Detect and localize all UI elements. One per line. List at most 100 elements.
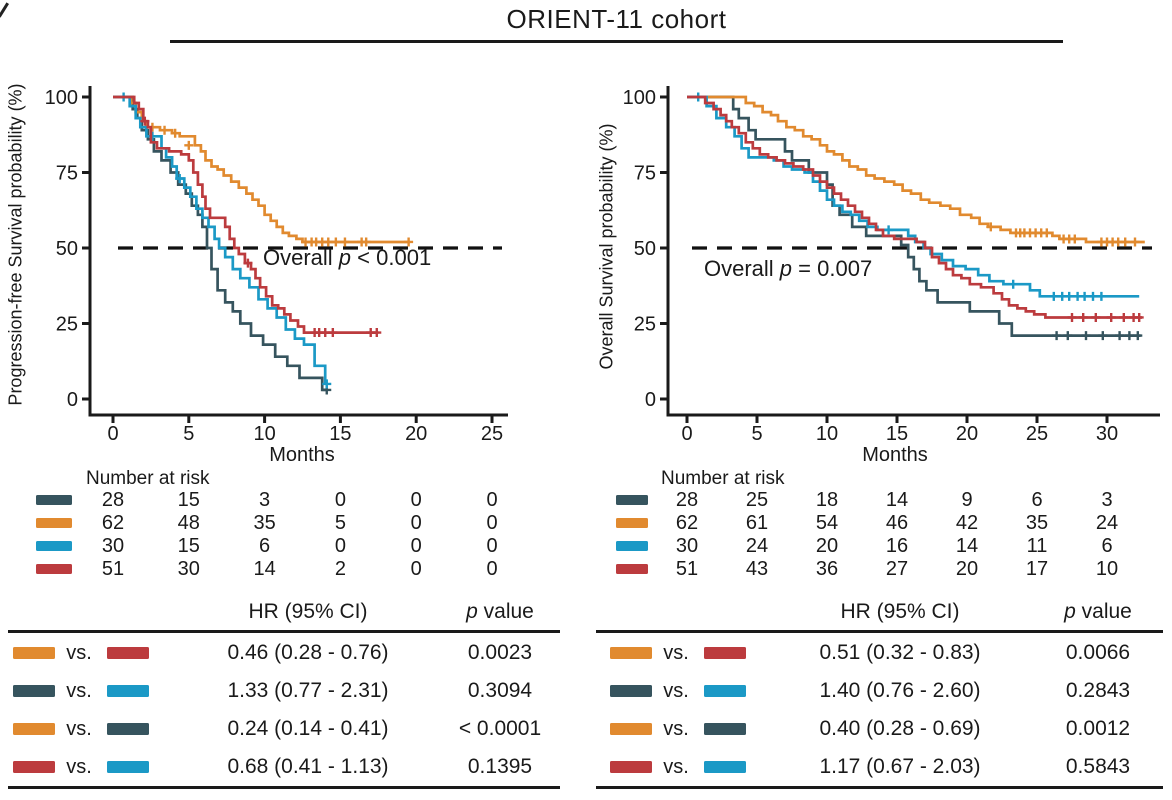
censor-mark-red [1091, 312, 1101, 322]
risk-count: 0 [410, 512, 422, 534]
hr-swatch-red [610, 761, 652, 773]
hr-swatch-red [704, 647, 746, 659]
censor-mark-teal [1124, 331, 1134, 341]
p-value: 0.0012 [1065, 717, 1131, 740]
risk-count: 28 [675, 489, 699, 511]
risk-count: 30 [101, 535, 125, 557]
risk-table-title: Number at risk [661, 468, 785, 489]
hr-swatch-orange [13, 723, 55, 735]
censor-mark-orange [404, 237, 414, 247]
risk-count: 0 [334, 489, 346, 511]
censor-mark-blue [1064, 291, 1074, 301]
risk-count: 24 [745, 535, 769, 557]
risk-count: 24 [1095, 512, 1119, 534]
p-value: < 0.0001 [458, 717, 542, 740]
p-value: 0.1395 [467, 755, 533, 778]
p-value: 0.2843 [1065, 679, 1131, 702]
risk-count: 30 [675, 535, 699, 557]
km-curve-teal [113, 95, 327, 392]
risk-count: 9 [961, 489, 973, 511]
censor-mark-orange [160, 125, 170, 135]
y-tick-label: 75 [634, 163, 656, 185]
censor-mark-teal [1133, 331, 1143, 341]
censor-mark-blue [1096, 291, 1106, 301]
risk-swatch-teal [616, 495, 648, 505]
risk-count: 20 [955, 558, 979, 580]
x-axis-label: Months [862, 444, 928, 466]
risk-count: 6 [1031, 489, 1043, 511]
y-tick-label: 25 [634, 314, 656, 336]
censor-mark-blue [1080, 291, 1090, 301]
hr-value: 0.40 (0.28 - 0.69) [819, 717, 981, 740]
km-curve-blue [113, 95, 327, 384]
risk-count: 51 [675, 558, 699, 580]
hr-value: 0.46 (0.28 - 0.76) [227, 641, 389, 664]
hr-swatch-teal [107, 723, 149, 735]
risk-count: 48 [177, 512, 200, 534]
risk-count: 0 [334, 535, 346, 557]
risk-count: 61 [745, 512, 769, 534]
censor-mark-teal [1063, 331, 1073, 341]
hr-swatch-orange [610, 647, 652, 659]
km-curve-blue [687, 95, 1140, 298]
censor-mark-blue [884, 225, 894, 235]
y-tick-label: 100 [623, 87, 656, 109]
censor-mark-teal [1098, 331, 1108, 341]
y-axis-label: Overall Survival probability (%) [596, 123, 617, 370]
y-tick-label: 100 [45, 87, 78, 109]
x-tick-label: 10 [816, 423, 838, 445]
hr-table-bottom-rule [8, 786, 560, 789]
y-tick-label: 0 [645, 389, 656, 411]
censor-mark-red [1106, 312, 1116, 322]
x-tick-label: 30 [1096, 423, 1118, 445]
hr-swatch-red [107, 647, 149, 659]
km-curve-red [687, 95, 1142, 319]
risk-count: 18 [815, 489, 839, 511]
risk-swatch-red [36, 564, 72, 574]
risk-count: 6 [1101, 535, 1113, 557]
risk-count: 16 [885, 535, 909, 557]
vs-label: vs. [66, 718, 92, 740]
p-value: 0.5843 [1065, 755, 1131, 778]
km-curve-orange [687, 95, 1145, 244]
risk-swatch-blue [36, 541, 72, 551]
x-tick-label: 0 [107, 423, 118, 445]
risk-count: 17 [1025, 558, 1049, 580]
x-tick-label: 20 [956, 423, 978, 445]
vs-label: vs. [663, 756, 689, 778]
risk-count: 62 [675, 512, 699, 534]
hr-header: HR (95% CI) [248, 600, 368, 623]
censor-mark-orange [340, 237, 350, 247]
risk-count: 51 [101, 558, 125, 580]
censor-mark-blue [322, 379, 332, 389]
risk-swatch-red [616, 564, 648, 574]
p-value-header: p value [466, 600, 534, 623]
risk-count: 35 [253, 512, 276, 534]
y-tick-label: 50 [634, 238, 656, 260]
censor-mark-blue [1049, 291, 1059, 301]
censor-mark-red [320, 328, 330, 338]
vs-label: vs. [66, 642, 92, 664]
y-tick-label: 50 [56, 238, 78, 260]
risk-count: 0 [486, 489, 498, 511]
risk-count: 5 [334, 512, 346, 534]
risk-count: 20 [815, 535, 839, 557]
vs-label: vs. [663, 718, 689, 740]
risk-count: 0 [410, 535, 422, 557]
figure-title: ORIENT-11 cohort [506, 4, 727, 34]
vs-label: vs. [663, 680, 689, 702]
risk-count: 30 [177, 558, 200, 580]
risk-count: 15 [177, 489, 200, 511]
censor-mark-orange [323, 237, 333, 247]
censor-mark-orange [184, 140, 194, 150]
risk-count: 11 [1026, 535, 1048, 557]
censor-mark-blue [1088, 291, 1098, 301]
hr-header: HR (95% CI) [840, 600, 960, 623]
risk-count: 2 [334, 558, 346, 580]
y-axis-label: Progression-free Survival probability (%… [5, 83, 26, 406]
x-tick-label: 5 [751, 423, 762, 445]
censor-mark-teal [1081, 331, 1091, 341]
